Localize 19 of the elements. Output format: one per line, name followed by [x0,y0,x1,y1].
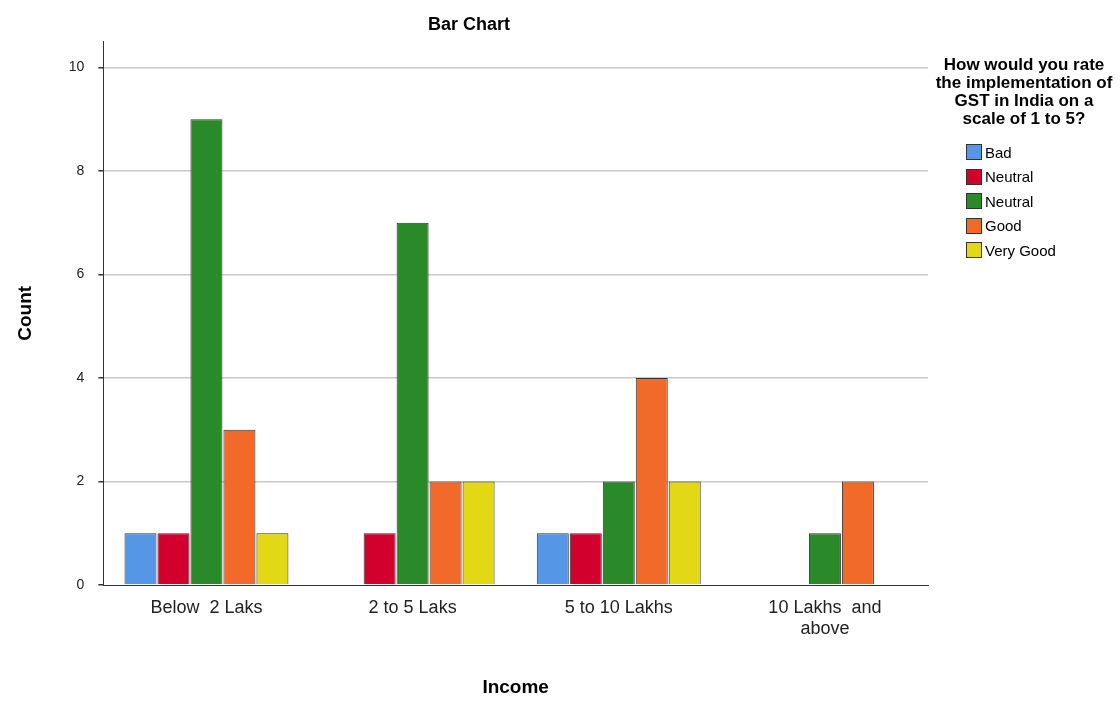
x-tick-label: 5 to 10 Lakhs [564,596,673,617]
legend-title: How would you rate the implementation of GST in India on a scale of 1 to 5? [934,55,1114,128]
x-tick-label: 2 to 5 Laks [368,596,457,617]
y-tick-label: 0 [76,575,85,592]
x-tick-label: Below 2 Laks [150,596,263,617]
y-tick-label: 8 [76,161,85,178]
legend-label: Very Good [985,241,1056,259]
y-tick-label: 2 [76,472,85,489]
y-axis-title: Count [13,285,35,341]
legend-label: Good [985,217,1022,235]
y-tick-label: 4 [76,368,85,385]
x-tick-label: 10 Lakhs and above [768,596,882,639]
legend-label: Neutral [985,192,1034,210]
y-tick-label: 10 [68,58,85,75]
chart-title: Bar Chart [427,13,511,34]
legend-label: Neutral [985,168,1034,186]
legend-label: Bad [985,143,1012,161]
y-tick-label: 6 [76,265,85,282]
x-axis-title: Income [482,675,549,697]
